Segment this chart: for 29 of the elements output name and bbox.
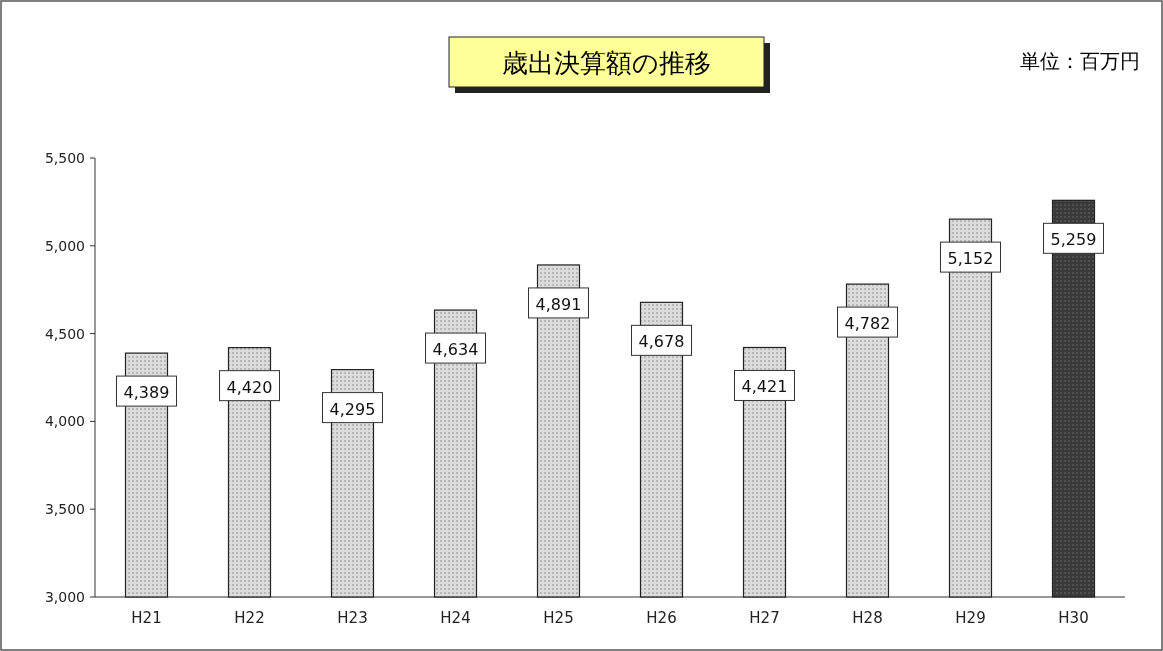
text: 単位：百万円 [1020,49,1140,73]
x-tick-label: H25 [543,609,574,627]
data-label: 4,389 [123,383,170,403]
data-label: 4,421 [741,377,788,397]
data-label: 5,259 [1050,230,1097,250]
x-tick-label: H27 [749,609,780,627]
data-label: 4,891 [535,294,582,314]
x-tick-label: H29 [955,609,986,627]
y-tick-label: 3,000 [44,589,85,605]
y-tick-label: 4,500 [44,325,85,342]
data-label: 4,295 [329,399,376,419]
title: 歳出決算額の推移 [448,36,770,93]
y-tick-label: 5,000 [44,237,85,254]
x-tick-label: H26 [646,609,677,627]
data-label: 4,634 [432,340,479,360]
y-tick-label: 3,500 [44,501,85,518]
x-tick-label: H30 [1058,609,1089,627]
y-tick-label: 5,500 [44,150,85,166]
data-label: 4,678 [638,332,685,352]
x-tick-label: H24 [440,609,471,627]
x-tick-label: H23 [337,609,368,627]
x-tick-label: H22 [234,609,265,627]
x-tick-label: H28 [852,609,883,627]
data-label: 4,420 [226,377,273,397]
chart-title: 歳出決算額の推移 [501,48,711,78]
data-label: 5,152 [947,249,994,269]
y-tick-label: 4,000 [44,413,85,430]
data-label: 4,782 [844,314,891,334]
x-tick-label: H21 [131,609,162,627]
